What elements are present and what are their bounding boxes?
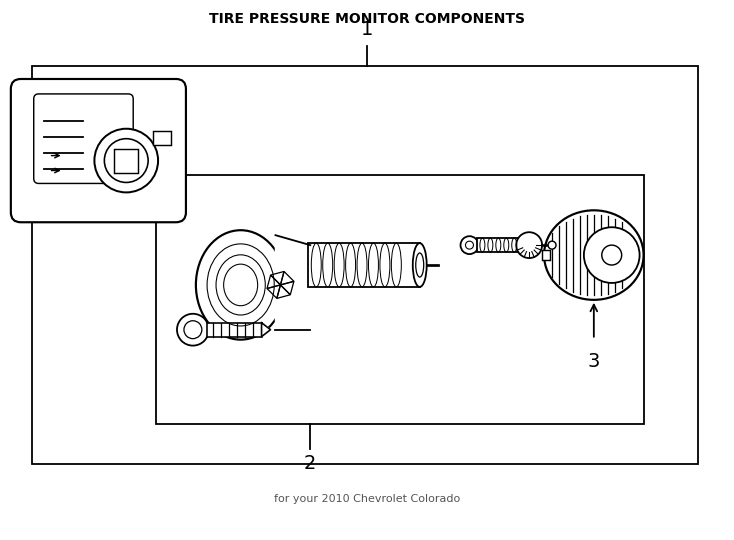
- Circle shape: [460, 236, 479, 254]
- Circle shape: [516, 232, 542, 258]
- Text: 3: 3: [588, 352, 600, 370]
- FancyBboxPatch shape: [11, 79, 186, 222]
- Bar: [308, 243, 420, 287]
- Ellipse shape: [196, 230, 286, 340]
- Text: TIRE PRESSURE MONITOR COMPONENTS: TIRE PRESSURE MONITOR COMPONENTS: [209, 12, 525, 26]
- Bar: [477, 238, 526, 252]
- Polygon shape: [275, 235, 310, 330]
- Bar: [32, 66, 698, 464]
- Circle shape: [548, 241, 556, 249]
- Polygon shape: [261, 323, 271, 336]
- Circle shape: [95, 129, 158, 192]
- Ellipse shape: [544, 210, 644, 300]
- Circle shape: [584, 227, 639, 283]
- Bar: [156, 176, 644, 424]
- Circle shape: [177, 314, 208, 346]
- Text: for your 2010 Chevrolet Colorado: for your 2010 Chevrolet Colorado: [274, 494, 460, 504]
- Bar: [115, 148, 138, 172]
- Text: 1: 1: [361, 20, 373, 39]
- Bar: [542, 250, 550, 260]
- Bar: [207, 323, 261, 336]
- Text: 2: 2: [304, 454, 316, 473]
- Ellipse shape: [413, 243, 426, 287]
- Bar: [153, 131, 171, 145]
